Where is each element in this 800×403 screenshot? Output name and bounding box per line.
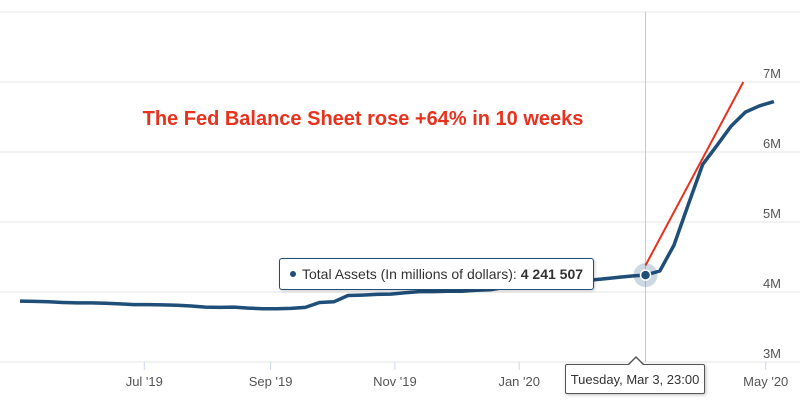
x-tick-label: Jul '19 (126, 374, 163, 389)
date-flag: Tuesday, Mar 3, 23:00 (565, 364, 705, 394)
chart-annotation: The Fed Balance Sheet rose +64% in 10 we… (143, 108, 584, 130)
highlight-point[interactable] (639, 269, 652, 281)
trend-line (644, 81, 745, 266)
y-tick-label: 4M (763, 276, 781, 291)
tooltip-label: Total Assets (In millions of dollars): (302, 266, 517, 282)
tooltip-value: 4 241 507 (520, 266, 584, 282)
x-tick-label: Jan '20 (498, 374, 540, 389)
date-flag-pointer-inner (629, 358, 643, 365)
y-tick-label: 3M (763, 346, 781, 361)
x-tick-label: Sep '19 (249, 374, 293, 389)
x-axis-ticks: Jul '19 Sep '19 Nov '19 Jan '20 May '20 (126, 362, 788, 389)
gridlines (0, 11, 800, 363)
y-axis-ticks: 3M 4M 5M 6M 7M (763, 66, 781, 361)
tooltip: Total Assets (In millions of dollars): 4… (279, 258, 595, 290)
y-tick-label: 5M (763, 206, 781, 221)
y-tick-label: 6M (763, 136, 781, 151)
y-tick-label: 7M (763, 66, 781, 81)
series-marker-icon (290, 271, 296, 277)
date-flag-label: Tuesday, Mar 3, 23:00 (570, 371, 700, 387)
x-tick-label: Nov '19 (373, 374, 417, 389)
x-tick-label: May '20 (743, 374, 788, 389)
